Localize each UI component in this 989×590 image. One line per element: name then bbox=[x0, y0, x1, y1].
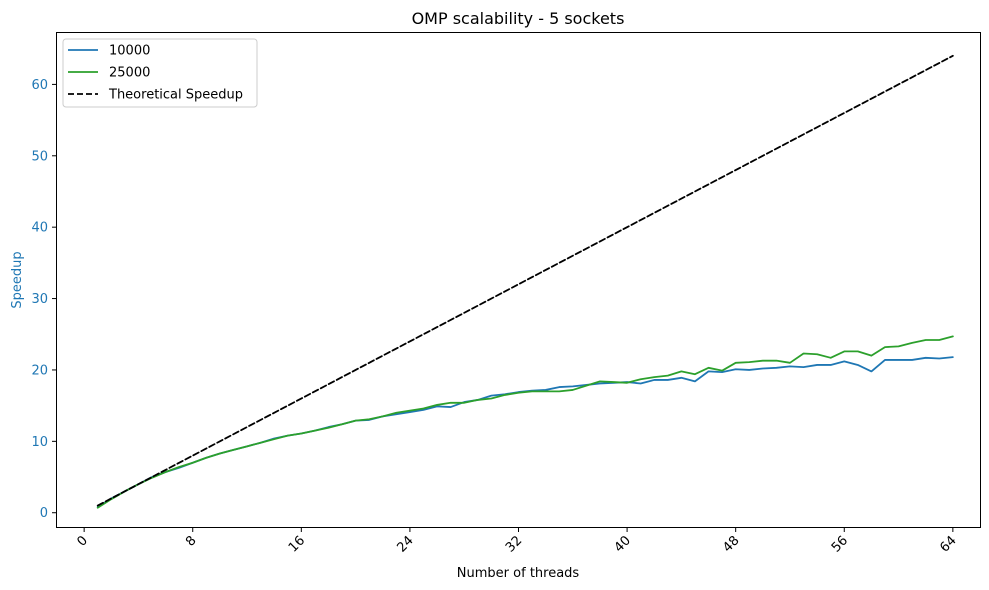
y-tick-label: 10 bbox=[31, 435, 48, 450]
y-tick-label: 20 bbox=[31, 363, 48, 378]
legend-label: Theoretical Speedup bbox=[108, 88, 243, 103]
plot-marks bbox=[96, 54, 954, 509]
y-tick-label: 30 bbox=[31, 292, 48, 307]
y-tick-label: 40 bbox=[31, 221, 48, 236]
legend-label: 25000 bbox=[109, 66, 150, 81]
y-axis-label: Speedup bbox=[10, 251, 25, 308]
y-tick-label: 0 bbox=[40, 506, 48, 521]
legend-box bbox=[62, 38, 258, 108]
legend: 10000 25000 Theoretical Speedup bbox=[62, 38, 258, 108]
y-tick-label: 60 bbox=[31, 78, 48, 93]
series-line-25000 bbox=[96, 335, 954, 509]
x-axis-label: Number of threads bbox=[457, 566, 580, 581]
y-tick-label: 50 bbox=[31, 149, 48, 164]
series-line-theoretical-speedup bbox=[96, 54, 954, 507]
y-axis-ticks: 0 10 20 30 40 50 60 bbox=[31, 78, 57, 521]
legend-label: 10000 bbox=[109, 44, 150, 59]
chart-title: OMP scalability - 5 sockets bbox=[412, 9, 625, 28]
